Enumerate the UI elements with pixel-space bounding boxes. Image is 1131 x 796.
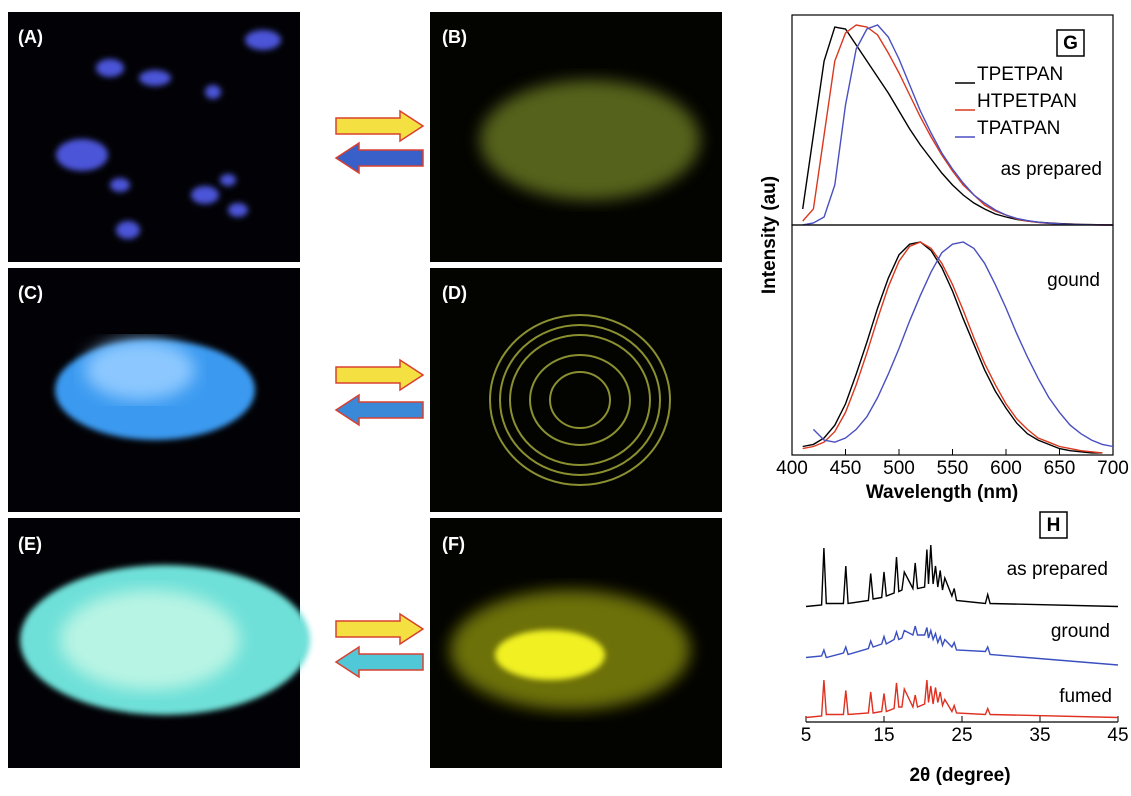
photo-d	[430, 268, 722, 512]
glow-f2	[495, 630, 605, 680]
x-axis-label: Wavelength (nm)	[866, 482, 1018, 503]
panel-label: H	[1047, 515, 1061, 536]
x-tick-label: 25	[951, 725, 972, 746]
data-line	[805, 544, 1119, 608]
x-tick-label: 550	[937, 458, 969, 479]
arrows	[334, 109, 425, 679]
data-line	[802, 241, 1103, 454]
x-tick-label: 400	[776, 458, 808, 479]
x-tick-label: 600	[990, 458, 1022, 479]
legend-label: TPETPAN	[977, 64, 1063, 85]
plot-frame	[791, 224, 1114, 456]
panel-label: (B)	[442, 27, 467, 47]
panel-label: G	[1063, 33, 1078, 54]
data-line	[812, 241, 1114, 448]
x-tick-label: 35	[1029, 725, 1050, 746]
legend-label: HTPETPAN	[977, 91, 1077, 112]
data-line	[805, 679, 1119, 719]
panel-box	[1039, 511, 1068, 539]
x-tick-label: 450	[830, 458, 862, 479]
data-line	[802, 241, 1103, 454]
panel-label: (A)	[18, 27, 43, 47]
blobs-a	[56, 30, 281, 239]
photo-a	[8, 12, 300, 262]
panel-label: (D)	[442, 283, 467, 303]
annotation: gound	[1047, 270, 1100, 291]
glow-c2	[85, 340, 195, 400]
x-tick-label: 500	[883, 458, 915, 479]
annotation: fumed	[1059, 686, 1112, 707]
annotation: as prepared	[1001, 159, 1102, 180]
legend-label: TPATPAN	[977, 118, 1060, 139]
glow-b	[480, 80, 700, 200]
annotation: as prepared	[1007, 559, 1108, 580]
x-tick-label: 5	[801, 725, 812, 746]
x-tick-label: 15	[873, 725, 894, 746]
x-tick-label: 650	[1044, 458, 1076, 479]
photos	[8, 12, 722, 768]
x-axis-label: 2θ (degree)	[909, 765, 1010, 786]
data-line	[805, 625, 1119, 666]
panel-label: (E)	[18, 534, 42, 554]
panel-label: (C)	[18, 283, 43, 303]
data-line	[802, 24, 1113, 226]
coil-d	[489, 314, 671, 486]
x-tick-label: 700	[1097, 458, 1129, 479]
y-axis-label: Intensity (au)	[759, 176, 780, 294]
panel-label: (F)	[442, 534, 465, 554]
annotation: ground	[1051, 621, 1110, 642]
panel-box	[1056, 29, 1085, 57]
x-tick-label: 45	[1107, 725, 1128, 746]
glow-e2	[60, 590, 240, 690]
